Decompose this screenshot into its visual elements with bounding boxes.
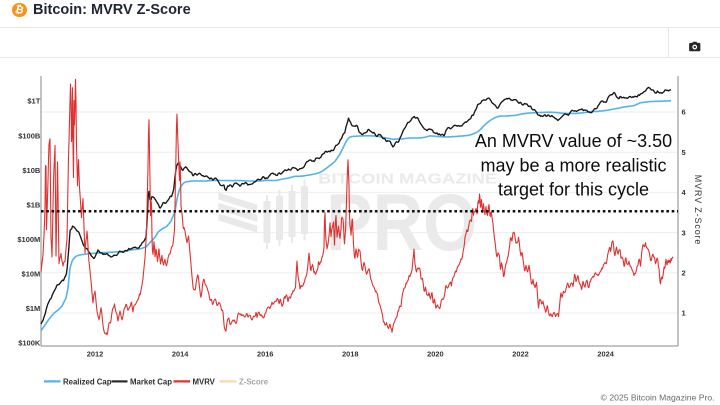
svg-text:6: 6 (682, 108, 686, 117)
svg-text:2: 2 (682, 269, 686, 278)
svg-text:2012: 2012 (87, 350, 103, 359)
svg-text:2020: 2020 (427, 350, 443, 359)
svg-text:Market Cap: Market Cap (130, 377, 172, 386)
svg-text:4: 4 (682, 188, 687, 197)
svg-text:2018: 2018 (342, 350, 358, 359)
svg-text:$1T: $1T (27, 97, 40, 106)
svg-text:2022: 2022 (512, 350, 528, 359)
svg-text:Realized Cap: Realized Cap (63, 377, 112, 386)
svg-text:2016: 2016 (257, 350, 273, 359)
svg-text:Z-Score: Z-Score (239, 377, 269, 386)
svg-text:3: 3 (682, 228, 686, 237)
svg-text:may be a more realistic: may be a more realistic (480, 156, 666, 176)
svg-text:$1B: $1B (27, 200, 41, 209)
svg-text:2024: 2024 (597, 350, 614, 359)
svg-text:© 2025 Bitcoin Magazine Pro.: © 2025 Bitcoin Magazine Pro. (601, 393, 715, 403)
svg-text:$10M: $10M (22, 270, 41, 279)
svg-text:$10B: $10B (22, 166, 41, 175)
svg-text:2014: 2014 (172, 350, 189, 359)
svg-text:$100K: $100K (18, 339, 41, 348)
svg-text:$1M: $1M (26, 304, 41, 313)
svg-text:target for this cycle: target for this cycle (498, 180, 649, 200)
svg-text:MVRV Z-Score: MVRV Z-Score (693, 175, 703, 246)
svg-text:$100M: $100M (17, 235, 40, 244)
svg-text:1: 1 (682, 309, 686, 318)
svg-text:$100B: $100B (18, 131, 41, 140)
svg-text:5: 5 (682, 148, 686, 157)
svg-text:An MVRV value of ~3.50: An MVRV value of ~3.50 (475, 131, 672, 151)
svg-text:BITCOIN MAGAZINE: BITCOIN MAGAZINE (318, 171, 497, 188)
svg-text:MVRV: MVRV (193, 377, 216, 386)
